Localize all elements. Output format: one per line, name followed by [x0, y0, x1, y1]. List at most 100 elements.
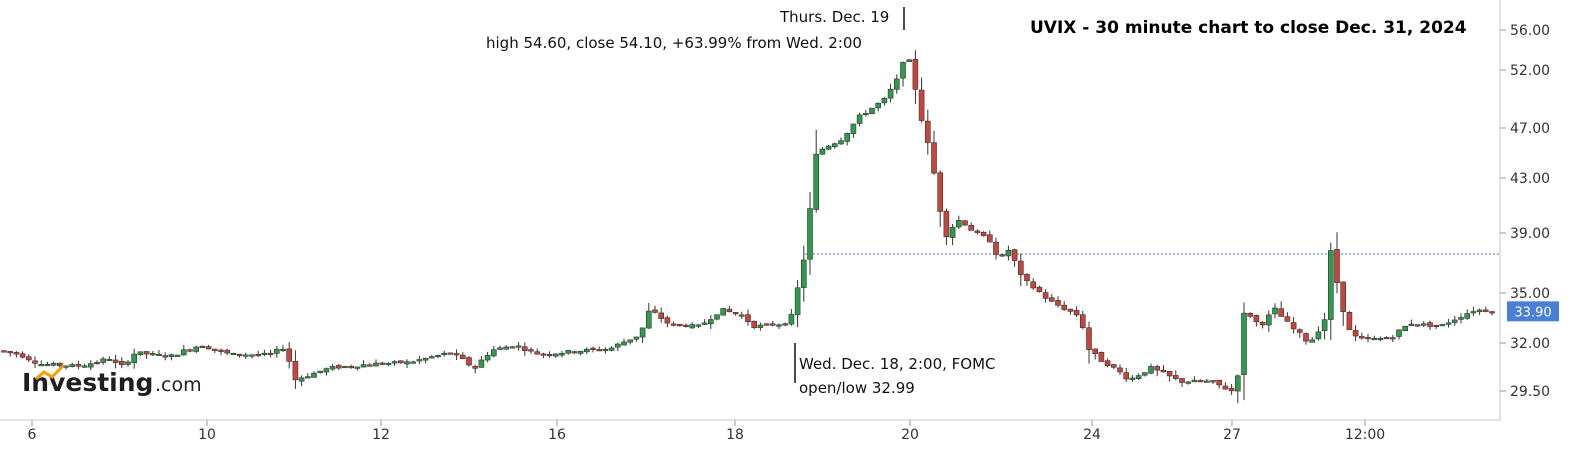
candle-body — [1042, 292, 1049, 299]
candle-body — [385, 362, 392, 366]
candle-body — [1253, 315, 1260, 323]
candle — [534, 348, 541, 355]
candle-body — [639, 327, 646, 338]
candle — [112, 354, 119, 369]
candle — [1396, 329, 1402, 340]
candle-body — [999, 254, 1006, 257]
candle-body — [962, 220, 968, 226]
candle — [1408, 319, 1415, 327]
candle-body — [676, 324, 683, 327]
candle — [1179, 378, 1185, 388]
y-tick-label: 52.00 — [1510, 63, 1550, 79]
candle — [1030, 278, 1036, 291]
candle — [397, 360, 404, 364]
candle-body — [807, 208, 813, 260]
candle-body — [94, 361, 100, 365]
candle-body — [1142, 372, 1148, 376]
candle — [81, 363, 88, 368]
candle — [1111, 364, 1117, 369]
candle-body — [19, 353, 26, 358]
candle-body — [509, 346, 516, 349]
candle — [1228, 383, 1235, 395]
candle — [726, 306, 733, 313]
candle-body — [459, 354, 466, 359]
candle — [1328, 242, 1334, 340]
x-tick-label: 16 — [548, 427, 566, 443]
candle-body — [751, 320, 758, 328]
current-price-label: 33.90 — [1514, 305, 1551, 320]
candle-body — [726, 308, 733, 313]
candle — [528, 347, 534, 354]
candle-body — [850, 123, 857, 134]
candle-body — [1067, 308, 1074, 312]
candle-body — [893, 78, 900, 90]
candle-body — [193, 346, 199, 352]
candle-body — [608, 347, 615, 351]
candle — [174, 354, 181, 357]
candle — [360, 360, 367, 368]
candle-body — [174, 354, 181, 357]
candle — [236, 353, 243, 358]
candle-body — [410, 361, 417, 364]
candle-body — [546, 353, 553, 357]
candle — [1123, 367, 1129, 382]
chart-title: UVIX - 30 minute chart to close Dec. 31,… — [1030, 18, 1467, 38]
candle — [1452, 315, 1458, 326]
candle — [1266, 310, 1272, 332]
candle-body — [255, 353, 261, 357]
candle-body — [243, 354, 249, 357]
candle-body — [1247, 313, 1253, 317]
candle — [212, 348, 218, 354]
candle — [7, 351, 13, 357]
candle — [1247, 312, 1253, 319]
candle-body — [1235, 375, 1241, 392]
x-tick-label: 18 — [726, 427, 744, 443]
candle-body — [583, 348, 590, 353]
candle-body — [1408, 323, 1415, 326]
candle-body — [596, 349, 603, 352]
candle — [181, 344, 187, 356]
candle — [943, 208, 950, 246]
candle — [1142, 372, 1148, 377]
candle-body — [869, 107, 875, 115]
candle — [825, 145, 832, 150]
candle — [1241, 302, 1247, 401]
candle — [38, 360, 45, 367]
candle — [800, 245, 807, 302]
candle — [714, 314, 720, 321]
candle-body — [106, 359, 113, 362]
candle — [1222, 382, 1229, 390]
candle-body — [1210, 380, 1216, 383]
candle-body — [881, 97, 888, 104]
candle-body — [788, 314, 795, 325]
candle-body — [304, 376, 311, 379]
candle — [453, 349, 460, 360]
candle — [1067, 308, 1074, 315]
candle-body — [614, 343, 621, 348]
candle-body — [1160, 369, 1167, 373]
candle — [571, 350, 578, 354]
candle — [949, 223, 956, 246]
candle — [757, 322, 764, 331]
x-tick-label: 20 — [901, 427, 919, 443]
candle-body — [335, 365, 342, 369]
candle — [329, 363, 336, 371]
candle — [1340, 281, 1346, 326]
x-tick-label: 12 — [372, 427, 390, 443]
candle — [168, 353, 175, 361]
candle-body — [447, 352, 454, 355]
candle-body — [1303, 333, 1309, 342]
candle — [856, 112, 863, 127]
candle-body — [862, 113, 869, 116]
candle — [1024, 273, 1030, 286]
candle-body — [261, 352, 268, 355]
candle-body — [1328, 250, 1334, 320]
candle — [490, 346, 497, 358]
candle-body — [119, 361, 125, 365]
candle — [658, 307, 665, 323]
candle-body — [515, 345, 522, 348]
candle — [559, 350, 565, 358]
candle-body — [664, 317, 671, 324]
candle-body — [621, 341, 627, 346]
candle — [373, 359, 379, 367]
